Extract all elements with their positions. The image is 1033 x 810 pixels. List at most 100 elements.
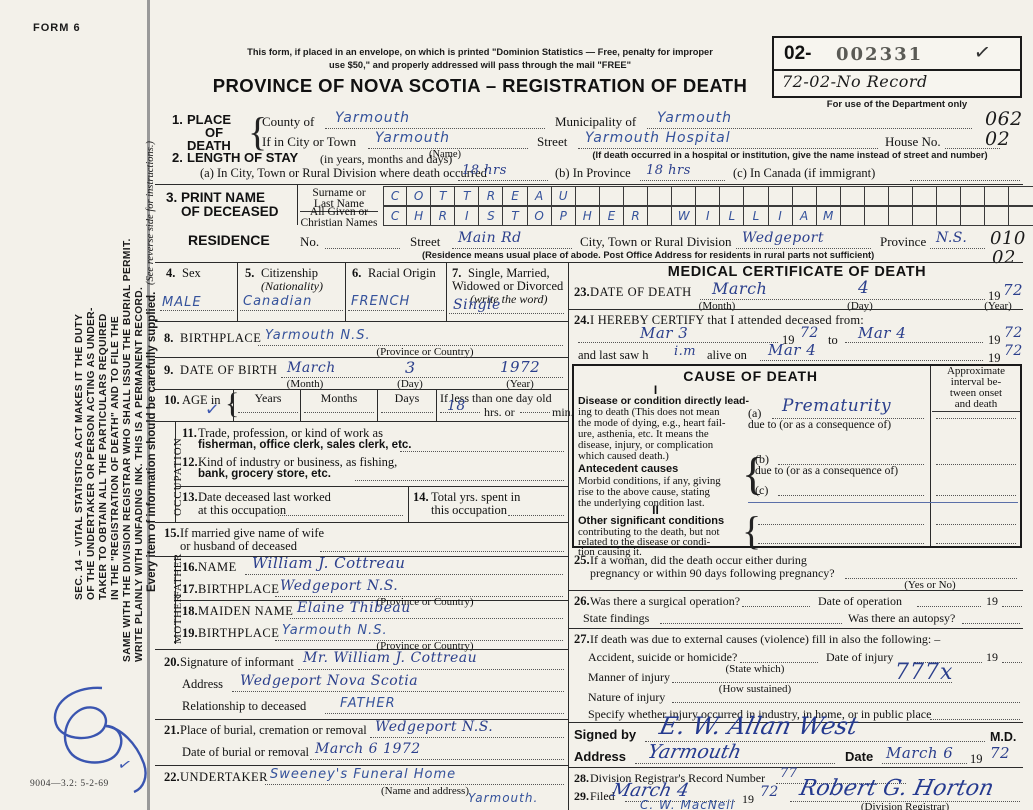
name-letter-cell[interactable]: R [623,206,649,226]
cause-c-label: (c) [755,483,769,497]
name-letter-cell[interactable]: A [792,206,817,226]
name-letter-cell[interactable]: C [383,186,408,206]
informant-address-value: Wedgeport Nova Scotia [240,673,419,689]
interval-header-line-2: interval be- [950,376,1002,388]
name-letter-cell[interactable] [648,186,673,206]
section-2-sublabel: (in years, months and days) [320,152,453,166]
section-5-sublabel: (Nationality) [261,279,323,293]
registration-handwritten-note: 72-02-No Record [782,72,928,91]
age-less-than-day-header: If less than one day old [440,391,552,405]
county-value: Yarmouth [335,110,411,126]
name-letter-cell[interactable] [888,206,914,226]
signed-by-label: Signed by [574,727,637,742]
length-of-stay-c-label: (c) In Canada (if immigrant) [733,166,876,180]
name-letter-cell[interactable]: W [672,206,697,226]
name-letter-cell[interactable] [961,186,986,206]
name-letter-cell[interactable]: U [551,186,576,206]
name-letter-cell[interactable]: C [383,206,408,226]
section-9-month-sublabel: (Month) [286,378,324,390]
name-letter-cell[interactable]: I [696,206,721,226]
name-letter-cell[interactable]: E [503,186,528,206]
registration-checkmark: ✓ [972,40,993,66]
item-14-line-2: this occupation [431,503,508,517]
name-letter-cell[interactable] [744,186,769,206]
name-letter-cell[interactable] [648,206,673,226]
name-letter-cell[interactable] [1009,206,1033,226]
name-letter-cell[interactable] [720,186,745,206]
name-letter-cell[interactable]: O [527,206,552,226]
name-letter-cell[interactable]: L [744,206,769,226]
accident-sublabel: (State which) [725,663,785,675]
mother-maiden-name-value: Elaine Thibeau [297,600,411,616]
name-letter-cell[interactable] [1009,186,1033,206]
division-registrar-signature: Robert G. Horton [797,776,996,801]
length-of-stay-a-label: (a) In City, Town or Rural Division wher… [200,166,487,180]
name-letter-cell[interactable]: I [768,206,793,226]
citizenship-value: Canadian [243,294,313,309]
name-letter-cell[interactable] [599,186,624,206]
name-letter-cell[interactable] [792,186,817,206]
section-29-year-prefix: 19 [742,792,754,806]
item-12-number: 12. [182,455,198,469]
name-letter-cell[interactable] [864,206,889,226]
name-letter-cell[interactable] [672,186,697,206]
name-letter-cell[interactable] [937,206,962,226]
name-letter-cell[interactable]: E [599,206,624,226]
statute-line-6: WRITE PLAINLY WITH UNFADING INK. THIS IS… [134,286,145,662]
name-letter-cell[interactable]: T [503,206,528,226]
name-letter-cell[interactable]: H [575,206,600,226]
name-letter-cell[interactable] [961,206,986,226]
name-letter-cell[interactable]: R [479,186,504,206]
cause-part1-line-2: the mode of dying, e.g., heart fail- [578,417,726,429]
name-letter-cell[interactable] [840,206,865,226]
name-letter-cell[interactable]: T [431,186,456,206]
name-letter-cell[interactable]: S [479,206,504,226]
cause-due-to-1: due to (or as a consequence of) [748,419,892,431]
name-letter-cell[interactable] [696,186,721,206]
name-letter-cell[interactable] [840,186,865,206]
name-letter-cell[interactable]: I [455,206,480,226]
name-letter-cell[interactable] [888,186,914,206]
antecedent-heading: Antecedent causes [578,463,679,475]
other-conditions-line-1: contributing to the death, but not [578,526,720,538]
md-label: M.D. [990,730,1017,744]
municipality-value: Yarmouth [657,110,733,126]
name-letter-cell[interactable]: R [431,206,456,226]
section-1-label-line-1: PLACE [187,112,232,127]
given-label-line-2: Christian Names [300,217,378,229]
city-name-sublabel: (Name) [428,149,462,160]
other-conditions-brace: { [742,508,762,553]
name-letter-cell[interactable]: T [455,186,480,206]
name-letter-cell[interactable]: P [551,206,576,226]
name-letter-cell[interactable]: M [816,206,841,226]
name-letter-cell[interactable] [864,186,889,206]
cause-a-label: (a) [748,406,762,420]
cause-part-i-numeral: I [653,383,658,397]
name-letter-cell[interactable]: O [407,186,432,206]
name-letter-cell[interactable] [985,186,1010,206]
section-27-number: 27. [574,632,590,646]
section-21-number: 21. [164,723,180,737]
cause-of-death-title: CAUSE OF DEATH [683,368,818,384]
name-letter-cell[interactable] [913,186,938,206]
name-letter-cell[interactable] [816,186,841,206]
section-28-number: 28. [574,771,589,785]
name-letter-cell[interactable]: A [527,186,552,206]
name-letter-cell[interactable] [913,206,938,226]
name-letter-cell[interactable] [623,186,649,206]
injury-date-label: Date of injury [826,650,894,664]
registration-prefix: 02- [784,43,812,64]
length-of-stay-b-value: 18 hrs [646,163,691,178]
antecedent-line-1: Morbid conditions, if any, giving [578,475,721,487]
statute-line-2: OF THE UNDERTAKER OR PERSON ACTING AS UN… [86,307,97,600]
name-letter-cell[interactable] [985,206,1010,226]
name-letter-cell[interactable] [937,186,962,206]
name-letter-cell[interactable]: L [720,206,745,226]
name-letter-cell[interactable] [768,186,793,206]
name-letter-cell[interactable]: H [407,206,432,226]
name-letter-cell[interactable] [575,186,600,206]
autopsy-label: Was there an autopsy? [848,611,956,625]
racial-origin-value: FRENCH [351,294,411,309]
